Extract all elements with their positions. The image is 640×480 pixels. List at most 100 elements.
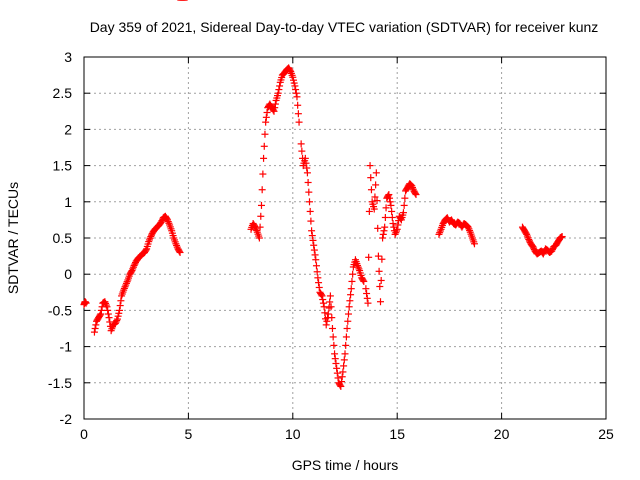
y-tick-label: -1.5 bbox=[48, 375, 72, 391]
data-point bbox=[378, 255, 386, 263]
data-point bbox=[364, 299, 372, 307]
data-point bbox=[291, 82, 299, 90]
data-point bbox=[339, 368, 347, 376]
data-point bbox=[372, 181, 380, 189]
data-point bbox=[333, 369, 341, 377]
data-point bbox=[363, 290, 371, 298]
data-point bbox=[123, 278, 131, 286]
data-point bbox=[312, 256, 320, 264]
data-point bbox=[380, 227, 388, 235]
data-point bbox=[270, 107, 278, 115]
data-point bbox=[129, 265, 137, 273]
data-point bbox=[257, 212, 265, 220]
data-point bbox=[435, 230, 443, 238]
data-point bbox=[328, 314, 336, 322]
data-point bbox=[308, 232, 316, 240]
data-point bbox=[344, 317, 352, 325]
data-point bbox=[307, 217, 315, 225]
data-point bbox=[255, 234, 263, 242]
data-point bbox=[306, 207, 314, 215]
x-tick-label: 15 bbox=[389, 426, 405, 442]
data-point bbox=[128, 267, 136, 275]
data-point bbox=[97, 306, 105, 314]
data-point bbox=[539, 250, 547, 258]
data-point bbox=[375, 267, 383, 275]
data-point bbox=[386, 198, 394, 206]
data-point bbox=[104, 310, 112, 318]
x-tick-label: 20 bbox=[494, 426, 510, 442]
data-point bbox=[318, 292, 326, 300]
data-point bbox=[164, 218, 172, 226]
data-point bbox=[376, 283, 384, 291]
data-point bbox=[326, 292, 334, 300]
data-point bbox=[388, 207, 396, 215]
data-point bbox=[293, 93, 301, 101]
data-point bbox=[261, 130, 269, 138]
data-point bbox=[294, 110, 302, 118]
data-point bbox=[256, 223, 264, 231]
data-point bbox=[312, 262, 320, 270]
data-point bbox=[464, 223, 472, 231]
data-point bbox=[343, 325, 351, 332]
data-point bbox=[337, 382, 345, 390]
data-point bbox=[176, 248, 184, 256]
data-point bbox=[354, 262, 362, 270]
x-tick-label: 10 bbox=[285, 426, 301, 442]
data-point bbox=[310, 241, 318, 249]
data-point bbox=[374, 252, 382, 260]
data-point bbox=[397, 215, 405, 223]
data-point bbox=[306, 198, 314, 206]
data-point bbox=[392, 229, 400, 237]
data-point bbox=[121, 283, 129, 291]
data-point bbox=[371, 193, 379, 201]
data-point bbox=[262, 113, 270, 121]
data-point bbox=[387, 201, 395, 209]
data-point bbox=[367, 186, 375, 194]
data-point bbox=[524, 234, 532, 242]
data-point bbox=[381, 213, 389, 221]
data-point bbox=[122, 279, 130, 287]
data-point bbox=[259, 170, 267, 178]
x-tick-label: 5 bbox=[185, 426, 193, 442]
y-tick-label: 0.5 bbox=[53, 230, 73, 246]
data-point bbox=[120, 286, 128, 294]
data-point bbox=[330, 341, 338, 349]
data-point bbox=[326, 298, 334, 306]
data-point bbox=[328, 325, 336, 332]
data-point bbox=[304, 178, 312, 186]
data-point bbox=[523, 232, 531, 240]
data-point bbox=[97, 310, 105, 318]
data-point bbox=[308, 227, 316, 235]
data-point bbox=[319, 299, 327, 307]
data-point bbox=[292, 86, 300, 94]
data-point bbox=[113, 317, 121, 325]
data-point bbox=[146, 234, 154, 242]
data-point bbox=[172, 240, 180, 248]
data-point bbox=[399, 209, 407, 217]
data-point bbox=[302, 159, 310, 167]
data-point bbox=[354, 263, 362, 271]
data-point bbox=[400, 201, 408, 209]
data-point bbox=[346, 297, 354, 305]
data-point bbox=[370, 205, 378, 213]
data-point bbox=[271, 104, 279, 112]
data-point bbox=[263, 109, 271, 117]
data-point bbox=[338, 373, 346, 381]
data-point bbox=[314, 274, 322, 282]
data-point bbox=[90, 328, 98, 336]
data-point bbox=[436, 229, 444, 237]
data-point bbox=[412, 191, 420, 199]
y-tick-label: 1 bbox=[64, 194, 72, 210]
data-point bbox=[303, 164, 311, 172]
data-point bbox=[329, 333, 337, 341]
data-point bbox=[376, 298, 384, 306]
data-point bbox=[102, 301, 110, 309]
data-point bbox=[470, 240, 478, 248]
data-point bbox=[252, 225, 260, 233]
data-point bbox=[408, 182, 416, 190]
data-point bbox=[310, 246, 318, 254]
data-point bbox=[355, 265, 363, 273]
data-point bbox=[366, 162, 374, 170]
data-point bbox=[373, 197, 381, 205]
